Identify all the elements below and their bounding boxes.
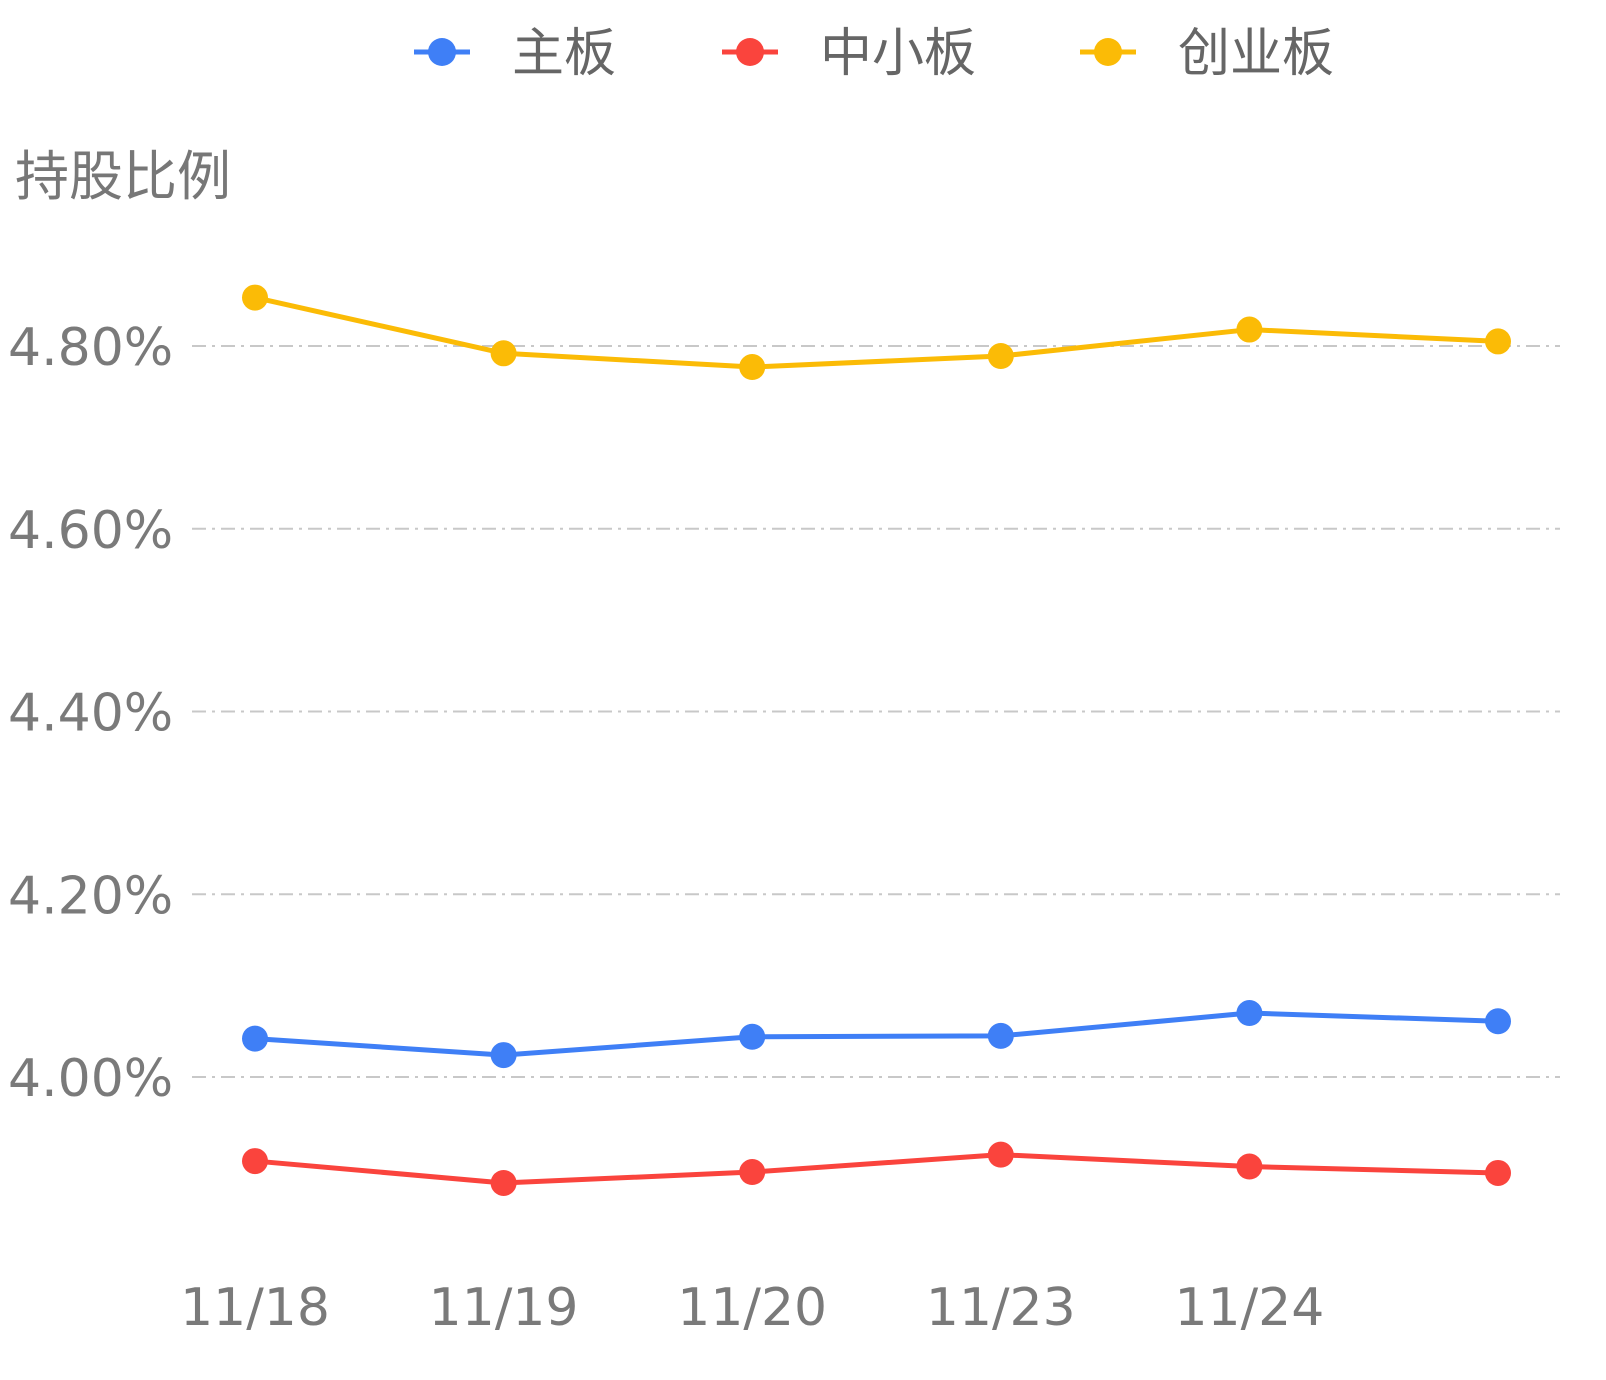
y-axis-label: 持股比例 xyxy=(15,145,231,208)
legend-item: 中小板 xyxy=(722,24,976,84)
legend: 主板 中小板 创业板 xyxy=(414,24,1334,84)
series-line xyxy=(254,1010,1499,1058)
data-point xyxy=(739,354,766,381)
y-axis-ticks: 4.80% 4.60% 4.40% 4.20% 4.00% xyxy=(8,318,173,1109)
data-point xyxy=(987,1022,1014,1049)
y-tick-label: 4.00% xyxy=(8,1049,173,1109)
y-tick-label: 4.20% xyxy=(8,866,173,926)
data-point xyxy=(739,1159,766,1186)
legend-marker-dot xyxy=(1094,38,1122,66)
data-point xyxy=(1236,1153,1263,1180)
legend-marker-dot xyxy=(428,38,456,66)
data-point xyxy=(1485,1159,1511,1186)
data-point xyxy=(739,1023,766,1050)
data-point xyxy=(1485,1008,1511,1035)
data-point xyxy=(1485,328,1511,355)
data-point xyxy=(242,1148,268,1175)
legend-label: 创业板 xyxy=(1178,24,1334,84)
x-tick-label: 11/23 xyxy=(926,1278,1076,1338)
x-tick-label: 11/18 xyxy=(180,1278,330,1338)
series-group xyxy=(242,284,1511,1196)
series-0 xyxy=(242,1000,1511,1069)
data-point xyxy=(1236,316,1263,343)
data-point xyxy=(242,284,268,311)
data-point xyxy=(242,1025,268,1052)
legend-item: 创业板 xyxy=(1080,24,1334,84)
series-line xyxy=(254,1152,1499,1186)
series-line xyxy=(254,295,1499,370)
x-tick-label: 11/19 xyxy=(429,1278,579,1338)
data-point xyxy=(490,340,517,367)
x-axis-ticks: 11/18 11/19 11/20 11/23 11/24 xyxy=(180,1278,1324,1338)
x-tick-label: 11/24 xyxy=(1174,1278,1324,1338)
legend-item: 主板 xyxy=(414,24,616,84)
data-point xyxy=(987,343,1014,370)
data-point xyxy=(987,1141,1014,1168)
series-1 xyxy=(242,1141,1511,1196)
series-2 xyxy=(242,284,1511,381)
y-tick-label: 4.60% xyxy=(8,501,173,561)
grid-lines xyxy=(192,345,1560,1078)
legend-label: 主板 xyxy=(512,24,616,84)
legend-label: 中小板 xyxy=(820,24,976,84)
data-point xyxy=(490,1042,517,1069)
x-tick-label: 11/20 xyxy=(677,1278,827,1338)
legend-marker-dot xyxy=(736,38,764,66)
data-point xyxy=(490,1169,517,1196)
data-point xyxy=(1236,1000,1263,1027)
y-tick-label: 4.80% xyxy=(8,318,173,378)
y-tick-label: 4.40% xyxy=(8,684,173,744)
